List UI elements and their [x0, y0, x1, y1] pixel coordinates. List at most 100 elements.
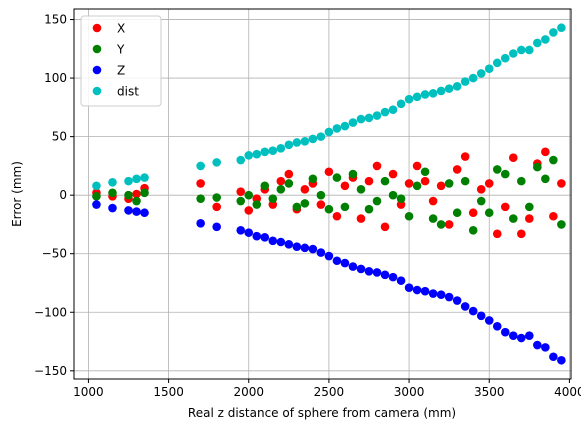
data-point-Y: [541, 174, 550, 184]
data-point-dist: [108, 177, 117, 187]
data-point-Y: [300, 199, 310, 208]
legend-label-Y: Y: [116, 43, 125, 57]
data-point-Y: [452, 208, 462, 218]
data-point-Y: [420, 167, 430, 177]
data-point-X: [404, 179, 414, 188]
axis-ticks: 1000 1500 2000 2500 3000 3500 4000 −150 −100 −50 0…: [34, 13, 581, 399]
data-point-dist: [252, 149, 262, 159]
data-point-X: [340, 181, 350, 191]
data-point-Y: [356, 185, 366, 194]
data-point-Y: [308, 174, 318, 184]
y-tick-label: 50: [52, 130, 67, 144]
data-point-X: [549, 211, 558, 221]
data-point-Z: [244, 228, 254, 237]
data-point-dist: [300, 137, 310, 146]
data-point-Z: [308, 244, 318, 254]
data-point-Y: [380, 176, 390, 186]
x-tick-label: 1500: [153, 385, 184, 399]
data-point-X: [324, 167, 334, 177]
data-point-dist: [308, 134, 318, 144]
data-point-X: [428, 196, 438, 206]
data-point-X: [364, 176, 374, 186]
data-point-Z: [468, 306, 478, 316]
data-point-Z: [380, 270, 390, 280]
data-point-Z: [332, 256, 342, 266]
data-point-X: [492, 229, 502, 239]
data-point-X: [132, 189, 141, 199]
data-point-Z: [396, 276, 406, 285]
data-point-Y: [108, 188, 117, 198]
data-point-dist: [316, 132, 326, 141]
data-point-dist: [124, 176, 133, 186]
data-point-dist: [284, 140, 294, 150]
x-tick-label: 1000: [73, 385, 104, 399]
data-point-dist: [276, 144, 286, 153]
data-point-X: [468, 208, 478, 218]
plot-frame: [73, 8, 572, 380]
data-point-Z: [324, 251, 334, 261]
legend-label-Z: Z: [117, 64, 125, 78]
legend-marker-dist: [92, 86, 102, 96]
y-tick-label: 0: [59, 188, 67, 202]
data-point-dist: [549, 28, 558, 37]
data-point-dist: [492, 58, 502, 68]
data-point-dist: [236, 155, 246, 165]
data-point-Z: [348, 262, 358, 271]
data-point-dist: [412, 92, 422, 102]
data-point-Z: [452, 296, 462, 305]
data-point-Z: [364, 266, 374, 276]
data-point-Z: [356, 264, 366, 274]
data-point-X: [484, 179, 494, 188]
data-points: [92, 23, 566, 365]
data-point-X: [316, 200, 326, 209]
data-point-dist: [260, 147, 270, 157]
data-point-dist: [557, 23, 566, 33]
data-point-X: [276, 176, 286, 186]
data-point-Y: [412, 181, 422, 191]
data-point-Y: [364, 204, 374, 214]
data-point-X: [284, 169, 294, 179]
data-point-Z: [492, 322, 502, 331]
data-point-Y: [404, 211, 414, 221]
data-point-Y: [428, 214, 438, 223]
data-point-dist: [533, 38, 542, 48]
data-point-Z: [316, 248, 326, 257]
data-point-Y: [549, 155, 558, 165]
data-point-Z: [252, 231, 262, 241]
legend-label-dist: dist: [117, 85, 139, 99]
data-point-Z: [260, 233, 270, 242]
data-point-X: [196, 179, 205, 188]
data-point-Y: [484, 208, 494, 218]
data-point-Z: [549, 352, 558, 362]
data-point-dist: [541, 35, 550, 44]
data-point-dist: [525, 45, 534, 55]
data-point-dist: [436, 86, 446, 96]
data-point-Y: [348, 169, 358, 179]
data-point-Z: [508, 331, 518, 340]
data-point-Y: [292, 202, 302, 212]
data-point-dist: [268, 146, 278, 155]
data-point-Y: [372, 196, 382, 206]
data-point-Y: [244, 190, 254, 200]
legend-marker-Y: [92, 44, 102, 54]
data-point-dist: [132, 174, 141, 184]
data-point-Z: [517, 333, 526, 343]
data-point-X: [557, 179, 566, 188]
data-point-Z: [404, 283, 414, 292]
data-point-dist: [332, 124, 342, 133]
data-point-X: [444, 220, 454, 229]
data-point-dist: [396, 99, 406, 109]
data-point-X: [300, 185, 310, 194]
data-point-Z: [300, 243, 310, 253]
x-axis-label: Real z distance of sphere from camera (m…: [188, 406, 456, 420]
y-tick-label: −50: [42, 247, 67, 261]
data-point-dist: [92, 181, 101, 191]
data-point-dist: [388, 105, 398, 114]
data-point-dist: [428, 89, 438, 98]
data-point-Y: [140, 188, 149, 198]
data-point-Z: [236, 225, 246, 235]
data-point-X: [380, 222, 390, 232]
y-tick-label: 150: [44, 13, 67, 27]
data-point-dist: [348, 118, 358, 127]
